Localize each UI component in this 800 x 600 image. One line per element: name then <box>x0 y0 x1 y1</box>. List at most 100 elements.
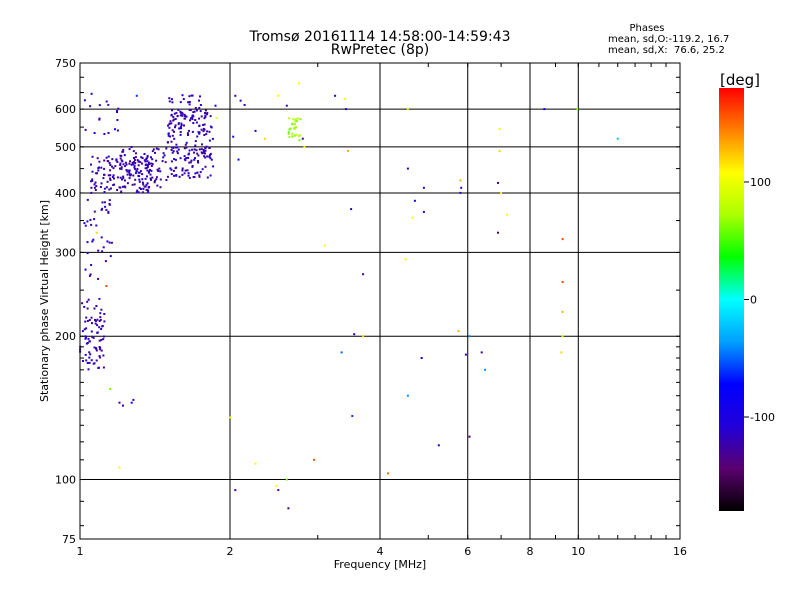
cluster-point <box>81 302 84 305</box>
cluster-point <box>144 160 147 163</box>
data-point <box>277 489 280 492</box>
cluster-point <box>185 115 188 118</box>
cluster-point <box>291 132 294 135</box>
cluster-point <box>183 124 185 127</box>
cluster-point <box>176 150 179 153</box>
data-point <box>243 104 246 106</box>
data-point <box>464 353 467 356</box>
cluster-point <box>155 147 158 150</box>
cluster-point <box>146 189 149 192</box>
data-point <box>118 466 121 469</box>
data-point <box>404 258 407 261</box>
cluster-point <box>98 355 101 358</box>
cluster-point <box>188 101 191 103</box>
cluster-point <box>103 320 106 323</box>
chart-title: Tromsø 20161114 14:58:00-14:59:43 <box>249 29 511 45</box>
cluster-point <box>298 139 301 142</box>
cluster-point <box>107 155 110 158</box>
cluster-point <box>180 124 183 127</box>
cluster-point <box>93 218 96 221</box>
cluster-point <box>102 246 105 249</box>
cluster-point <box>116 129 119 132</box>
cluster-point <box>200 115 203 118</box>
cluster-point <box>122 148 125 151</box>
cluster-point <box>99 312 102 315</box>
cluster-point <box>299 118 302 121</box>
cluster-point <box>201 152 204 155</box>
data-point <box>232 135 235 138</box>
cluster-point <box>83 99 86 102</box>
cluster-point <box>95 359 98 362</box>
cluster-point <box>112 174 115 177</box>
data-point <box>350 208 353 211</box>
data-point <box>132 398 135 401</box>
cluster-point <box>117 107 120 110</box>
cluster-point <box>144 185 147 188</box>
cluster-point <box>86 320 89 322</box>
cluster-point <box>166 141 169 144</box>
cluster-point <box>184 143 187 146</box>
y-tick-label: 200 <box>55 330 76 343</box>
cluster-point <box>91 335 94 338</box>
cluster-point <box>145 183 148 186</box>
cluster-point <box>84 268 87 271</box>
cluster-point <box>107 210 110 213</box>
cluster-point <box>156 184 159 187</box>
x-tick-label: 1 <box>77 545 84 558</box>
cluster-point <box>176 114 179 117</box>
cluster-point <box>165 179 168 181</box>
cluster-point <box>193 158 196 161</box>
cluster-point <box>137 171 140 174</box>
cluster-point <box>89 105 92 108</box>
cluster-point <box>112 184 115 186</box>
cluster-point <box>105 156 108 159</box>
data-point <box>254 129 257 132</box>
cluster-point <box>198 174 201 177</box>
cluster-point <box>95 224 98 227</box>
cluster-point <box>193 176 196 179</box>
cluster-point <box>133 164 136 167</box>
cluster-point <box>149 177 152 180</box>
cluster-point <box>92 336 95 339</box>
cluster-point <box>123 185 126 188</box>
cluster-point <box>141 178 144 181</box>
cluster-point <box>133 159 136 161</box>
cluster-point <box>295 120 298 123</box>
cluster-point <box>98 118 101 121</box>
data-point <box>480 351 483 354</box>
cluster-point <box>99 348 102 351</box>
cluster-point <box>84 224 87 227</box>
data-point <box>234 94 237 97</box>
cluster-point <box>93 346 96 349</box>
cluster-point <box>119 164 122 166</box>
cluster-point <box>183 172 186 175</box>
cluster-point <box>88 351 91 354</box>
cluster-point <box>95 349 98 352</box>
cluster-point <box>119 162 122 165</box>
cluster-point <box>168 97 171 100</box>
cluster-point <box>291 122 294 125</box>
cluster-point <box>153 181 156 184</box>
cluster-point <box>200 128 203 131</box>
cluster-point <box>170 173 173 176</box>
cluster-point <box>123 154 126 157</box>
cluster-point <box>179 125 182 128</box>
cluster-point <box>159 178 162 181</box>
cluster-point <box>99 316 102 319</box>
cluster-point <box>109 177 111 180</box>
cluster-point <box>203 134 206 136</box>
cluster-point <box>119 157 122 160</box>
cluster-point <box>288 117 291 120</box>
cluster-point <box>86 198 89 201</box>
cluster-point <box>198 131 201 134</box>
cluster-point <box>183 117 186 120</box>
cluster-point <box>184 159 187 162</box>
cluster-point <box>86 307 89 310</box>
cluster-point <box>86 342 89 344</box>
cluster-point <box>294 120 297 123</box>
cluster-point <box>91 178 94 181</box>
cluster-point <box>191 94 194 97</box>
cluster-point <box>190 159 193 162</box>
data-point <box>406 108 409 111</box>
data-point <box>506 213 509 216</box>
